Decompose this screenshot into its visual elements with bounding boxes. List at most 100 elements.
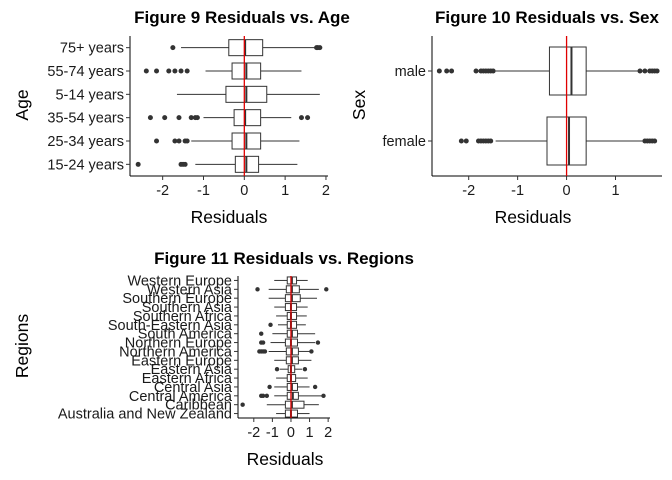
box-south-eastern-asia — [268, 320, 306, 329]
outlier-point — [654, 68, 660, 74]
y-tick-label: South America — [138, 327, 233, 343]
y-axis-label: Regions — [12, 314, 32, 378]
y-tick-label: South-Eastern Asia — [108, 318, 233, 334]
y-tick-label: 15-24 years — [47, 157, 124, 173]
outlier-point — [188, 115, 194, 121]
box-male — [436, 46, 660, 96]
x-tick-label: 1 — [306, 425, 314, 441]
box-75-years — [170, 39, 323, 57]
outlier-point — [324, 287, 329, 292]
box-western-europe — [274, 276, 308, 285]
outlier-point — [490, 68, 496, 74]
box-55-74-years — [143, 62, 302, 80]
interquartile-box — [284, 400, 305, 409]
y-tick-label: Central Asia — [154, 380, 233, 396]
x-tick-label: 1 — [611, 183, 619, 199]
y-tick-label: 25-34 years — [47, 134, 124, 150]
y-tick-label: male — [395, 64, 426, 80]
x-axis-label: Residuals — [191, 207, 268, 227]
box-western-asia — [255, 285, 329, 294]
outlier-point — [458, 138, 464, 144]
y-tick-label: female — [382, 134, 426, 150]
outlier-point — [436, 68, 442, 74]
outlier-point — [298, 115, 304, 121]
y-axis-label: Sex — [349, 90, 369, 120]
chart-title: Figure 9 Residuals vs. Age — [134, 8, 350, 27]
outlier-point — [147, 115, 153, 121]
box-caribbean — [240, 400, 319, 409]
y-tick-label: 75+ years — [60, 41, 124, 57]
x-tick-label: -1 — [511, 183, 524, 199]
y-tick-label: Southern Europe — [122, 291, 232, 307]
y-tick-label: Caribbean — [165, 398, 232, 414]
outlier-point — [184, 68, 190, 74]
outlier-point — [184, 138, 190, 144]
box-35-54-years — [147, 109, 311, 127]
plot-area: -2 -1 0 1 2 Australia and New ZealandCaribbea… — [58, 273, 332, 441]
outlier-point — [154, 138, 160, 144]
outlier-point — [172, 68, 178, 74]
outlier-point — [444, 68, 450, 74]
x-tick-label: 0 — [287, 425, 295, 441]
y-tick-label: Northern America — [119, 344, 233, 360]
outlier-point — [166, 68, 172, 74]
box-central-asia — [267, 382, 318, 391]
outlier-point — [262, 349, 268, 354]
box-25-34-years — [154, 132, 300, 150]
x-tick-label: 0 — [240, 183, 248, 199]
y-tick-label: Central America — [129, 389, 233, 405]
x-axis-label: Residuals — [495, 207, 572, 227]
outlier-point — [143, 68, 149, 74]
outlier-point — [260, 393, 266, 399]
y-tick-label: Australia and New Zealand — [58, 407, 232, 423]
outlier-point — [135, 161, 141, 167]
outlier-point — [463, 138, 469, 144]
outlier-point — [305, 115, 311, 121]
outlier-point — [178, 68, 184, 74]
plot-area: -2 -1 0 1 2 15-24 years 25-34 years 35-54 years… — [47, 36, 330, 199]
y-tick-label: 5-14 years — [55, 87, 124, 103]
outlier-point — [260, 340, 266, 345]
x-tick-label: -2 — [156, 183, 169, 199]
outlier-point — [240, 402, 245, 407]
y-tick-label: 35-54 years — [47, 111, 124, 127]
outlier-point — [264, 393, 270, 399]
box-5-14-years — [176, 85, 320, 103]
outlier-point — [162, 115, 168, 121]
outlier-point — [315, 340, 321, 345]
x-tick-label: 2 — [324, 425, 332, 441]
outlier-point — [642, 68, 648, 74]
box-central-america — [259, 391, 326, 400]
chart-residuals-vs-regions: Figure 11 Residuals vs. Regions Regions … — [12, 249, 414, 469]
interquartile-box — [548, 46, 587, 96]
y-tick-label: Western Asia — [147, 282, 233, 298]
box-15-24-years — [135, 155, 298, 173]
outlier-point — [488, 138, 494, 144]
x-tick-label: -2 — [462, 183, 475, 199]
outlier-point — [194, 115, 200, 121]
outlier-point — [176, 138, 182, 144]
box-southern-europe — [268, 294, 317, 303]
x-tick-label: -1 — [266, 425, 279, 441]
y-tick-label: Southern Asia — [142, 300, 233, 316]
x-tick-label: 2 — [322, 183, 330, 199]
box-eastern-africa — [276, 374, 308, 383]
plot-area: -2 -1 0 1 female male — [382, 36, 662, 199]
y-tick-label: Western Europe — [127, 273, 232, 289]
interquartile-box — [233, 109, 262, 127]
outlier-point — [255, 287, 260, 292]
y-tick-label: Southern Africa — [133, 309, 233, 325]
box-northern-europe — [259, 338, 321, 347]
outlier-point — [302, 366, 308, 372]
outlier-point — [309, 349, 314, 354]
y-axis-label: Age — [12, 89, 32, 120]
box-south-america — [259, 329, 316, 338]
outlier-point — [267, 384, 272, 390]
box-eastern-europe — [274, 356, 312, 365]
x-tick-label: -1 — [197, 183, 210, 199]
outlier-point — [182, 161, 188, 167]
y-tick-label: 55-74 years — [47, 64, 124, 80]
y-tick-label: Eastern Asia — [151, 362, 233, 378]
chart-residuals-vs-sex: Figure 10 Residuals vs. Sex Sex Residual… — [349, 8, 662, 227]
